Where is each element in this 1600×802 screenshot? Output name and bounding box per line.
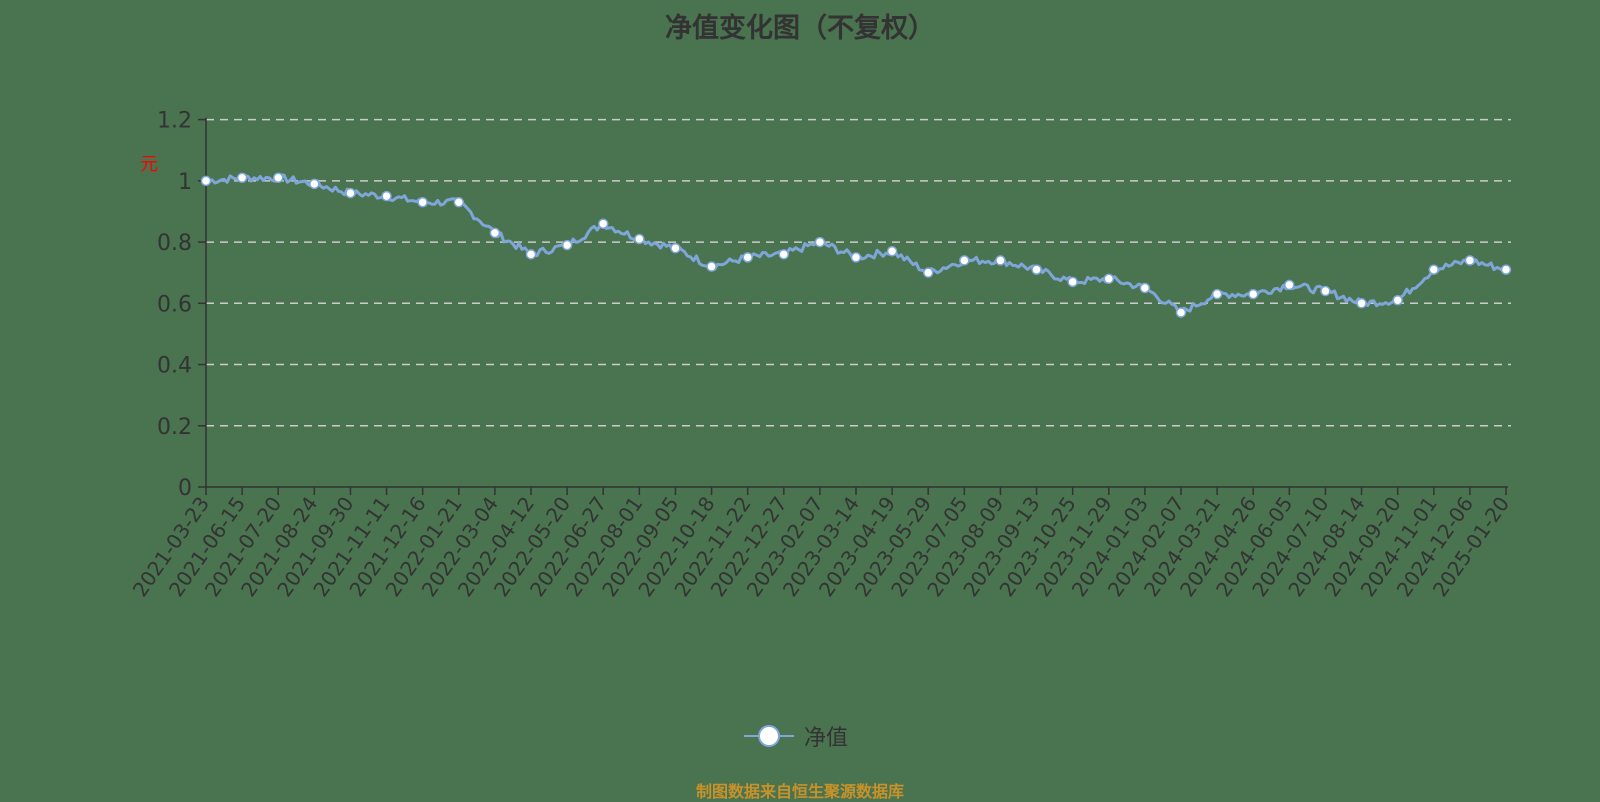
y-tick-label: 0.4 bbox=[157, 354, 192, 379]
data-point-marker bbox=[453, 197, 465, 208]
y-tick-label: 1 bbox=[178, 170, 192, 195]
series-net-value bbox=[200, 172, 1512, 318]
y-tick-label: 0.8 bbox=[157, 231, 192, 256]
data-point-marker bbox=[525, 249, 537, 260]
data-point-marker bbox=[778, 249, 790, 260]
data-point-marker bbox=[1103, 273, 1115, 285]
y-tick-label: 0.2 bbox=[157, 415, 192, 440]
data-point-marker bbox=[1356, 298, 1367, 309]
data-point-marker bbox=[309, 178, 320, 190]
legend[interactable]: 净值 bbox=[744, 720, 848, 752]
data-point-marker bbox=[995, 255, 1006, 266]
legend-marker-icon bbox=[744, 725, 794, 747]
y-tick-label: 1.2 bbox=[157, 109, 192, 134]
data-point-marker bbox=[959, 255, 970, 266]
grid-lines bbox=[206, 118, 1511, 427]
legend-label: 净值 bbox=[804, 726, 849, 751]
data-point-marker bbox=[1500, 264, 1512, 275]
data-point-marker bbox=[922, 267, 934, 278]
data-point-marker bbox=[1175, 307, 1187, 318]
chart-title: 净值变化图（不复权） bbox=[665, 13, 935, 44]
data-point-marker bbox=[634, 233, 645, 245]
data-point-marker bbox=[417, 197, 428, 208]
data-point-marker bbox=[1464, 255, 1476, 266]
data-point-marker bbox=[1211, 288, 1223, 300]
data-point-marker bbox=[1428, 264, 1440, 275]
y-tick-label: 0.6 bbox=[157, 292, 192, 317]
data-point-marker bbox=[814, 236, 826, 248]
x-axis: 2021-03-232021-06-152021-07-202021-08-24… bbox=[128, 486, 1514, 601]
data-point-marker bbox=[200, 175, 212, 187]
data-point-marker bbox=[1320, 285, 1331, 297]
data-point-marker bbox=[561, 239, 573, 251]
data-point-marker bbox=[1247, 288, 1259, 300]
data-point-marker bbox=[1392, 294, 1403, 306]
y-tick-label: 0 bbox=[178, 476, 192, 501]
data-point-marker bbox=[742, 252, 753, 263]
data-point-marker bbox=[381, 190, 392, 202]
y-axis-unit: 元 bbox=[140, 154, 158, 175]
data-point-marker bbox=[850, 252, 862, 263]
data-source-note: 制图数据来自恒生聚源数据库 bbox=[695, 782, 904, 801]
data-point-marker bbox=[489, 227, 501, 239]
data-point-marker bbox=[236, 172, 248, 184]
data-point-marker bbox=[272, 172, 284, 184]
data-point-marker bbox=[1139, 282, 1151, 294]
data-point-marker bbox=[345, 187, 356, 199]
data-point-marker bbox=[670, 242, 681, 254]
data-point-marker bbox=[1031, 264, 1042, 275]
y-axis: 0 0.2 0.4 0.6 0.8 1 1.2 bbox=[157, 109, 207, 501]
data-point-marker bbox=[1284, 279, 1295, 291]
data-point-marker bbox=[597, 218, 609, 229]
data-point-marker bbox=[706, 261, 717, 272]
data-point-marker bbox=[886, 246, 898, 257]
data-point-marker bbox=[1067, 276, 1078, 288]
